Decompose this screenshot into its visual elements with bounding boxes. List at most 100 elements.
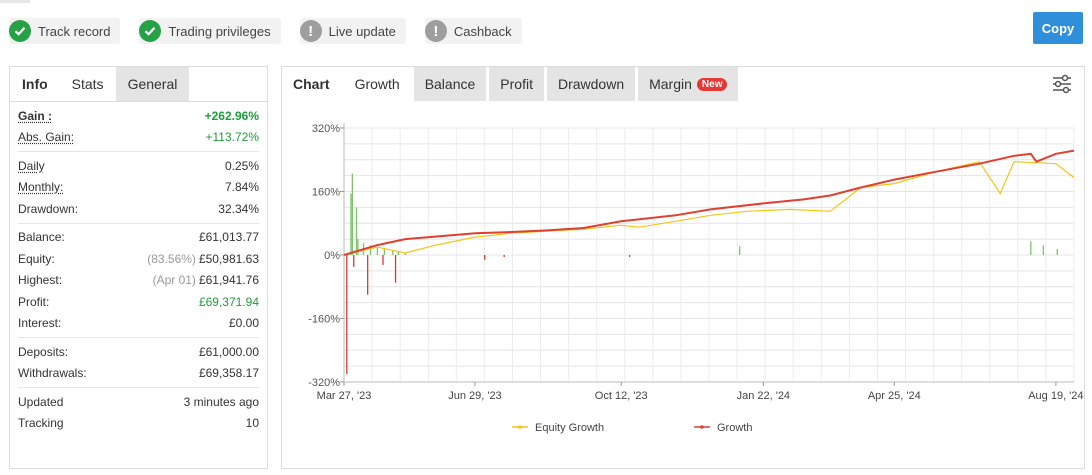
tab-stats[interactable]: Stats bbox=[59, 67, 116, 101]
updated-label: Updated bbox=[18, 394, 64, 409]
drawdown-label: Drawdown: bbox=[18, 201, 79, 216]
chart-grid bbox=[340, 123, 1075, 386]
tab-profit[interactable]: Profit bbox=[489, 67, 544, 101]
gain-group: Gain : +262.96% Abs. Gain: +113.72% bbox=[18, 102, 259, 152]
deposits-value: £61,000.00 bbox=[198, 344, 259, 359]
chart-tabs: Chart Growth Balance Profit Drawdown Mar… bbox=[282, 67, 1084, 101]
updated-value: 3 minutes ago bbox=[183, 394, 259, 409]
daily-row: Daily 0.25% bbox=[18, 155, 259, 177]
abs-gain-value: +113.72% bbox=[205, 130, 260, 145]
live-update-badge: ! Live update bbox=[299, 18, 406, 44]
equity-growth-line bbox=[343, 161, 1075, 256]
highest-date: (Apr 01) bbox=[152, 273, 196, 288]
tracking-group: Updated 3 minutes ago Tracking 10 bbox=[18, 388, 259, 437]
exclamation-icon: ! bbox=[299, 20, 322, 42]
legend-marker bbox=[700, 425, 704, 429]
stats-panel: Info Stats General Gain : +262.96% Abs. G… bbox=[9, 66, 268, 469]
copy-button[interactable]: Copy bbox=[1033, 12, 1083, 44]
badge-label: Cashback bbox=[453, 23, 512, 39]
highest-label: Highest: bbox=[18, 273, 63, 288]
profit-label: Profit: bbox=[18, 294, 50, 309]
x-tick-label: Aug 19, '24 bbox=[1028, 390, 1083, 402]
daily-bars bbox=[346, 173, 1058, 375]
funding-group: Deposits: £61,000.00 Withdrawals: £69,358.… bbox=[18, 338, 259, 388]
tracking-row: Tracking 10 bbox=[18, 413, 259, 435]
gain-row: Gain : +262.96% bbox=[18, 105, 259, 127]
tab-info[interactable]: Info bbox=[10, 67, 60, 101]
tracking-value: 10 bbox=[245, 416, 259, 431]
tab-balance[interactable]: Balance bbox=[413, 67, 487, 101]
deposits-row: Deposits: £61,000.00 bbox=[18, 341, 259, 363]
tab-general[interactable]: General bbox=[115, 67, 190, 101]
withdrawals-row: Withdrawals: £69,358.17 bbox=[18, 363, 259, 385]
y-tick-label: 160% bbox=[312, 187, 340, 199]
badge-label: Trading privileges bbox=[168, 23, 271, 39]
y-tick-label: -160% bbox=[308, 314, 340, 326]
legend-marker bbox=[518, 425, 522, 429]
x-tick-label: Jun 29, '23 bbox=[448, 390, 501, 402]
monthly-row: Monthly: 7.84% bbox=[18, 177, 259, 199]
profit-value: £69,371.94 bbox=[198, 294, 259, 309]
badge-label: Track record bbox=[38, 23, 111, 39]
badge-label: Live update bbox=[328, 23, 396, 39]
x-tick-label: Mar 27, '23 bbox=[317, 390, 372, 402]
tab-growth[interactable]: Growth bbox=[343, 67, 411, 101]
trading-privileges-badge: Trading privileges bbox=[139, 18, 281, 44]
check-icon bbox=[139, 20, 162, 42]
y-tick-label: 320% bbox=[312, 123, 340, 135]
balance-value: £61,013.77 bbox=[198, 230, 259, 245]
chart-panel: Chart Growth Balance Profit Drawdown Mar… bbox=[281, 66, 1085, 469]
abs-gain-label[interactable]: Abs. Gain: bbox=[18, 130, 75, 145]
interest-label: Interest: bbox=[18, 316, 62, 331]
x-tick-label: Oct 12, '23 bbox=[595, 390, 648, 402]
track-record-badge: Track record bbox=[9, 18, 121, 44]
tab-margin-label: Margin bbox=[649, 76, 692, 92]
abs-gain-row: Abs. Gain: +113.72% bbox=[18, 127, 259, 149]
profit-row: Profit: £69,371.94 bbox=[18, 291, 259, 313]
drawdown-value: 32.34% bbox=[218, 201, 259, 216]
filter-settings-icon[interactable] bbox=[1051, 73, 1073, 95]
daily-label[interactable]: Daily bbox=[18, 158, 45, 173]
withdrawals-label: Withdrawals: bbox=[18, 366, 87, 381]
account-group: Balance: £61,013.77 Equity: (83.56%) £50,98… bbox=[18, 224, 259, 338]
exclamation-icon: ! bbox=[424, 20, 447, 42]
deposits-label: Deposits: bbox=[18, 344, 69, 359]
updated-row: Updated 3 minutes ago bbox=[18, 391, 259, 413]
tracking-label: Tracking bbox=[18, 416, 64, 431]
y-tick-label: 0% bbox=[324, 250, 340, 262]
new-badge: New bbox=[696, 77, 728, 91]
gain-label[interactable]: Gain : bbox=[18, 108, 53, 123]
tab-chart[interactable]: Chart bbox=[282, 67, 341, 101]
equity-row: Equity: (83.56%) £50,981.63 bbox=[18, 248, 259, 270]
equity-value: £50,981.63 bbox=[198, 251, 259, 266]
chart-legend: Equity Growth Growth bbox=[512, 422, 752, 434]
status-badges: Track record Trading privileges ! Live u… bbox=[9, 18, 522, 44]
stats-tabs: Info Stats General bbox=[10, 67, 267, 102]
gain-value: +262.96% bbox=[204, 108, 259, 123]
legend-label: Equity Growth bbox=[535, 422, 604, 434]
x-tick-label: Apr 25, '24 bbox=[868, 390, 921, 402]
drawdown-row: Drawdown: 32.34% bbox=[18, 198, 259, 220]
tab-margin[interactable]: Margin New bbox=[638, 67, 739, 101]
growth-line bbox=[343, 149, 1075, 256]
x-tick-label: Jan 22, '24 bbox=[737, 390, 790, 402]
rate-group: Daily 0.25% Monthly: 7.84% Drawdown: 32.34% bbox=[18, 152, 259, 224]
equity-percent: (83.56%) bbox=[147, 251, 196, 266]
balance-label: Balance: bbox=[18, 230, 65, 245]
daily-value: 0.25% bbox=[224, 158, 259, 173]
check-icon bbox=[9, 20, 31, 42]
top-divider bbox=[0, 0, 30, 3]
equity-label: Equity: bbox=[18, 251, 55, 266]
balance-row: Balance: £61,013.77 bbox=[18, 227, 259, 249]
stats-list: Gain : +262.96% Abs. Gain: +113.72% Daily 0… bbox=[10, 102, 267, 437]
monthly-value: 7.84% bbox=[224, 180, 259, 195]
y-tick-label: -320% bbox=[308, 377, 340, 389]
highest-row: Highest: (Apr 01) £61,941.76 bbox=[18, 270, 259, 292]
highest-value: £61,941.76 bbox=[198, 273, 259, 288]
interest-row: Interest: £0.00 bbox=[18, 313, 259, 335]
tab-drawdown[interactable]: Drawdown bbox=[546, 67, 636, 101]
withdrawals-value: £69,358.17 bbox=[198, 366, 259, 381]
growth-chart: 320% 160% 0% -160% -320%Mar 27, '23 Jun 29, '… bbox=[308, 123, 1084, 434]
cashback-badge: ! Cashback bbox=[424, 18, 522, 44]
monthly-label[interactable]: Monthly: bbox=[18, 180, 64, 195]
